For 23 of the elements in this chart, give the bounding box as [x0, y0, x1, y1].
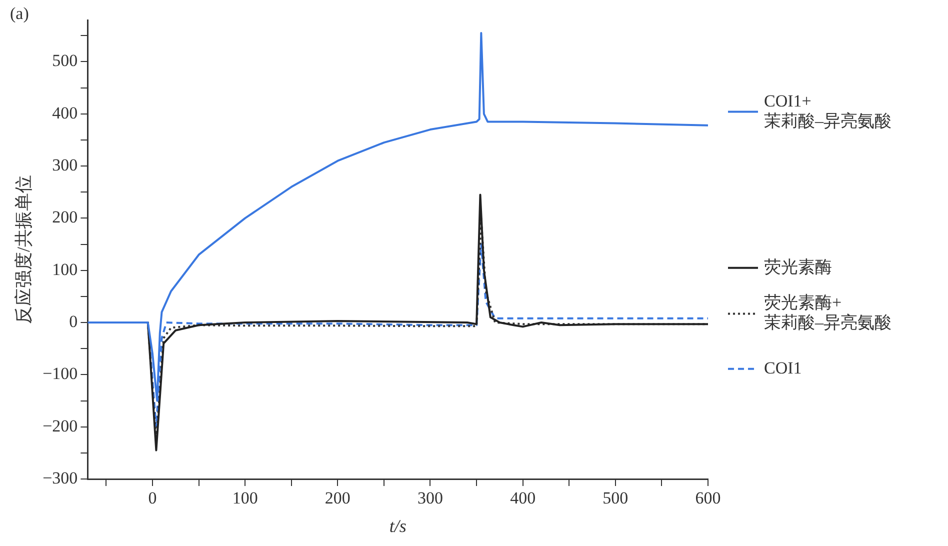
y-tick-label: 200: [52, 208, 78, 227]
x-tick-label: 600: [695, 488, 721, 508]
y-tick-label: 400: [52, 103, 78, 122]
text: (a): [10, 4, 29, 23]
y-tick-label: 500: [52, 51, 78, 70]
legend-label: 荧光素酶+茉莉酸–异亮氨酸: [764, 293, 892, 332]
legend-label: COI1+茉莉酸–异亮氨酸: [764, 91, 892, 130]
y-tick-label: 100: [52, 260, 78, 279]
x-tick-label: 500: [602, 488, 628, 508]
legend-label: 荧光素酶: [764, 257, 832, 276]
y-tick-label: −300: [42, 468, 78, 488]
x-axis-title: t/s: [389, 516, 406, 536]
y-tick-label: 300: [52, 156, 78, 175]
y-axis-title: 反应强度/共振单位: [14, 174, 34, 324]
y-tick-label: −100: [42, 364, 78, 384]
y-tick-label: −200: [42, 416, 78, 436]
x-tick-label: 0: [148, 488, 157, 508]
legend-label: COI1: [764, 358, 802, 378]
x-tick-label: 300: [418, 488, 443, 508]
x-tick-label: 200: [324, 488, 350, 508]
x-tick-label: 400: [510, 488, 536, 508]
y-tick-label: 0: [69, 312, 78, 331]
x-tick-label: 100: [232, 488, 258, 508]
